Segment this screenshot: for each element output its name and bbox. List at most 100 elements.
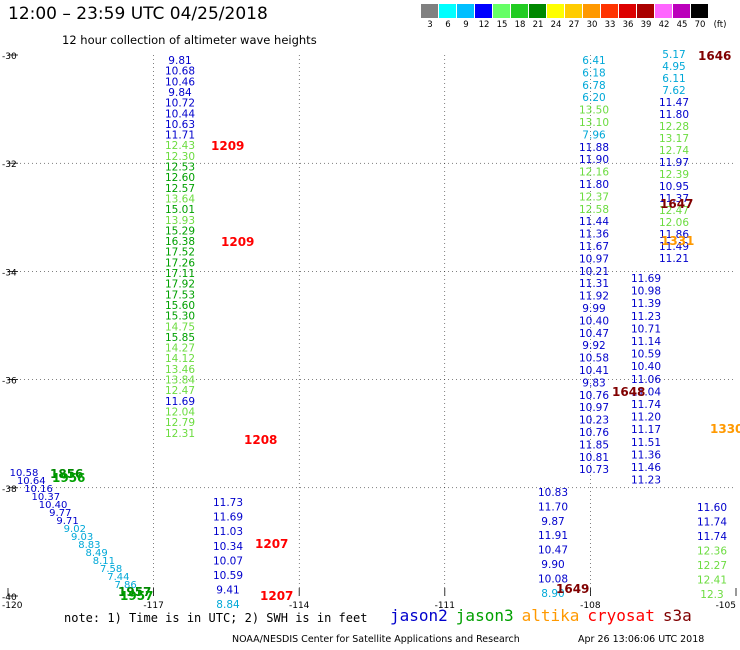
wave-height-value: 11.70 [538, 501, 568, 513]
wave-height-value: 11.14 [631, 336, 661, 348]
satellite-legend-item: jason3 [455, 606, 514, 625]
scale-tick-label: 12 [478, 20, 490, 30]
wave-height-value: 11.74 [697, 531, 727, 543]
wave-height-value: 12.37 [579, 191, 609, 203]
wave-height-value: 10.08 [538, 573, 568, 585]
wave-height-value: 12.41 [697, 575, 727, 587]
wave-height-value: 17.52 [165, 247, 195, 259]
scale-tick-label: 39 [640, 20, 652, 30]
wave-height-value: 11.36 [631, 449, 661, 461]
wave-height-value: 11.31 [579, 278, 609, 290]
map-grid [7, 54, 737, 597]
wave-height-value: 12.04 [165, 406, 195, 418]
wave-height-value: 7.96 [582, 129, 606, 141]
wave-height-value: 17.11 [165, 268, 195, 280]
wave-height-value: 10.58 [579, 353, 609, 365]
wave-height-value: 12.57 [165, 183, 195, 195]
wave-height-value: 11.86 [659, 229, 689, 241]
scale-swatch [493, 4, 511, 18]
wave-height-value: 6.20 [582, 92, 605, 104]
scale-tick-label: 36 [622, 20, 634, 30]
lat-tick-label: -40 [2, 593, 17, 603]
scale-tick-label: 45 [676, 20, 688, 30]
wave-height-value: 15.30 [165, 311, 195, 323]
scale-tick-label: 21 [532, 20, 544, 30]
wave-height-value: 10.95 [659, 181, 689, 193]
pass-time-label: 1209 [221, 235, 254, 249]
map-subtitle: 12 hour collection of altimeter wave hei… [62, 33, 317, 47]
wave-height-value: 11.80 [579, 179, 609, 191]
lon-tick-label: -114 [289, 601, 310, 611]
wave-height-value: 10.40 [39, 500, 68, 511]
wave-height-value: 13.93 [165, 215, 195, 227]
satellite-legend-item: altika [521, 606, 580, 625]
scale-swatch [547, 4, 565, 18]
wave-height-value: 11.73 [213, 497, 243, 509]
wave-height-value: 13.17 [659, 133, 689, 145]
wave-height-value: 11.71 [165, 130, 195, 142]
wave-height-value: 10.23 [579, 415, 609, 427]
wave-height-value: 12.16 [579, 167, 609, 179]
wave-height-value: 14.75 [165, 321, 195, 333]
wave-height-value: 9.92 [582, 340, 605, 352]
scale-tick-label: 6 [445, 20, 451, 30]
wave-height-value: 11.90 [579, 154, 609, 166]
pass-time-label: 1647 [660, 197, 693, 211]
scale-tick-label: 42 [658, 20, 670, 30]
wave-height-value: 12.39 [659, 169, 689, 181]
wave-height-value: 6.18 [582, 67, 605, 79]
pass-time-label: 1646 [698, 49, 731, 63]
wave-height-value: 11.92 [579, 291, 609, 303]
wave-height-value: 11.51 [631, 437, 661, 449]
pass-time-label: 1956 [52, 471, 85, 485]
wave-height-value: 6.78 [582, 80, 605, 92]
wave-height-value: 6.41 [582, 55, 605, 67]
wave-height-value: 9.02 [64, 524, 86, 535]
wave-height-value: 7.62 [662, 85, 685, 97]
wave-height-value: 12.47 [659, 205, 689, 217]
wave-height-value: 10.63 [165, 119, 195, 131]
wave-height-value: 10.21 [579, 266, 609, 278]
wave-height-value: 12.79 [165, 417, 195, 429]
wave-height-value: 8.90 [541, 588, 564, 600]
wave-height-value: 15.29 [165, 225, 195, 237]
map-title: 12:00 – 23:59 UTC 04/25/2018 [8, 4, 268, 24]
wave-height-value: 10.73 [579, 464, 609, 476]
lat-tick-label: -34 [2, 268, 17, 278]
wave-height-value: 12.60 [165, 172, 195, 184]
wave-height-value: 12.53 [165, 162, 195, 174]
wave-height-value: 12.74 [659, 145, 689, 157]
wave-height-value: 12.36 [697, 546, 727, 558]
scale-tick-label: 33 [604, 20, 616, 30]
wave-height-value: 10.46 [165, 76, 195, 88]
wave-height-value: 11.44 [579, 216, 609, 228]
lat-tick-label: -36 [2, 377, 17, 387]
wave-height-value: 12.43 [165, 140, 195, 152]
scale-swatch [439, 4, 457, 18]
wave-height-value: 9.83 [582, 377, 605, 389]
scale-tick-label: 27 [568, 20, 580, 30]
wave-height-value: 11.23 [631, 475, 661, 487]
wave-height-value: 8.84 [216, 599, 240, 611]
wave-height-value: 11.47 [659, 97, 689, 109]
wave-height-value: 10.07 [213, 555, 243, 567]
pass-time-label: 1207 [260, 589, 293, 603]
scale-swatch [457, 4, 475, 18]
scale-swatch [529, 4, 547, 18]
pass-time-label: 1856 [50, 467, 83, 481]
wave-height-value: 12.47 [165, 385, 195, 397]
wave-height-value: 15.01 [165, 204, 195, 216]
wave-height-value: 9.84 [168, 87, 192, 99]
scale-swatch [691, 4, 709, 18]
wave-height-value: 9.77 [49, 508, 71, 519]
wave-height-value: 11.21 [659, 253, 689, 265]
pass-time-label: 1648 [612, 385, 645, 399]
satellite-legend-item: cryosat [587, 606, 655, 625]
lon-tick-label: -117 [143, 601, 163, 611]
wave-height-value: 17.53 [165, 289, 195, 301]
wave-height-value: 11.04 [631, 386, 661, 398]
wave-height-value: 11.80 [659, 109, 689, 121]
lat-tick-label: -30 [2, 52, 17, 62]
wave-height-value: 11.23 [631, 311, 661, 323]
